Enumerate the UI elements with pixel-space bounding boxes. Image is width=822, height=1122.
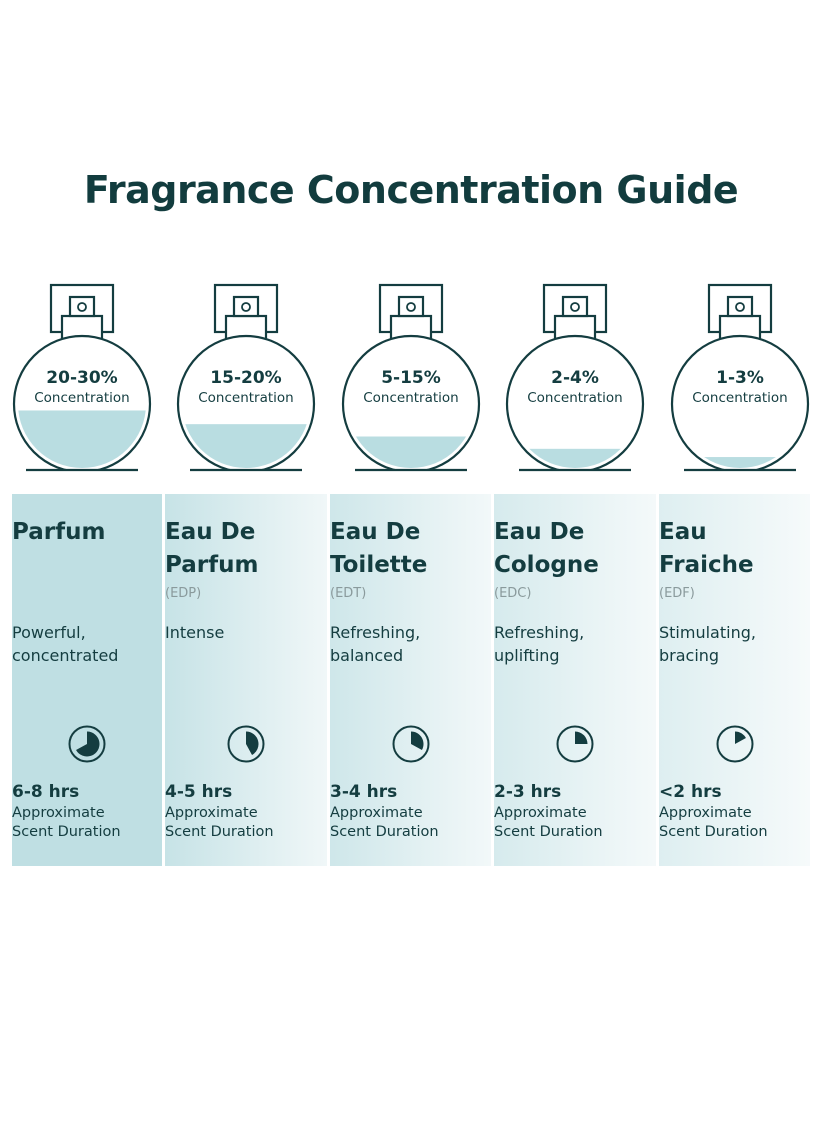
fragrance-name: Toilette [330, 552, 428, 578]
concentration-label: Concentration [363, 390, 459, 406]
fragrance-description: balanced [330, 646, 404, 665]
scent-duration: 6-8 hrs [12, 782, 80, 802]
concentration-label: Concentration [198, 390, 294, 406]
liquid-level [676, 457, 804, 468]
duration-wedge [575, 731, 588, 744]
clock-icon [556, 725, 594, 763]
concentration-label: Concentration [34, 390, 130, 406]
scent-duration: 2-3 hrs [494, 782, 562, 802]
concentration-label: Concentration [527, 390, 623, 406]
bottle-body [670, 334, 810, 470]
duration-label: Scent Duration [330, 824, 439, 840]
fragrance-type-panel [330, 494, 491, 866]
perfume-bottle [176, 283, 316, 472]
nozzle-icon [77, 302, 87, 312]
fragrance-type-panel [12, 494, 162, 866]
scent-duration: 3-4 hrs [330, 782, 398, 802]
fragrance-name: Eau De [494, 519, 585, 545]
liquid-level [182, 424, 310, 468]
concentration-label: Concentration [692, 390, 788, 406]
perfume-bottle [505, 283, 645, 472]
duration-label: Approximate [165, 805, 258, 821]
perfume-bottle [341, 283, 481, 472]
fragrance-type-panel [494, 494, 656, 866]
clock-icon [392, 725, 429, 763]
duration-label: Scent Duration [659, 824, 768, 840]
fragrance-abbreviation: (EDF) [659, 586, 695, 601]
page-title: Fragrance Concentration Guide [83, 168, 739, 212]
concentration-percent: 1-3% [716, 368, 764, 388]
fragrance-description: uplifting [494, 646, 560, 665]
bottle-nozzle [68, 295, 96, 318]
fragrance-name: Parfum [165, 552, 259, 578]
concentration-percent: 2-4% [551, 368, 599, 388]
duration-label: Scent Duration [12, 824, 121, 840]
duration-wedge [410, 731, 423, 751]
fragrance-name: Parfum [12, 519, 106, 545]
clock-icon [716, 725, 753, 763]
concentration-percent: 5-15% [381, 368, 441, 388]
concentration-percent: 20-30% [46, 368, 118, 388]
duration-label: Scent Duration [165, 824, 274, 840]
clock-icon [227, 725, 265, 763]
scent-duration: 4-5 hrs [165, 782, 233, 802]
fragrance-description: Intense [165, 623, 225, 642]
liquid-level [18, 410, 146, 468]
bottle-illustrations [12, 283, 810, 472]
concentration-percent: 15-20% [210, 368, 282, 388]
fragrance-abbreviation: (EDC) [494, 586, 532, 601]
bottle-nozzle [232, 295, 260, 318]
bottle-body [505, 334, 645, 470]
fragrance-name: Fraiche [659, 552, 754, 578]
duration-label: Approximate [494, 805, 587, 821]
fragrance-description: Stimulating, [659, 623, 756, 642]
fragrance-name: Cologne [494, 552, 599, 578]
fragrance-description: Refreshing, [494, 623, 585, 642]
nozzle-icon [406, 302, 416, 312]
nozzle-icon [241, 302, 251, 312]
fragrance-description: Refreshing, [330, 623, 421, 642]
duration-wedge [246, 731, 259, 755]
fragrance-abbreviation: (EDP) [165, 586, 202, 601]
duration-label: Approximate [659, 805, 752, 821]
fragrance-name: Eau De [330, 519, 421, 545]
bottle-nozzle [561, 295, 589, 318]
fragrance-type-panel [165, 494, 327, 866]
duration-label: Scent Duration [494, 824, 603, 840]
duration-wedge [76, 731, 100, 757]
fragrance-description: concentrated [12, 646, 119, 665]
fragrance-type-panel [659, 494, 810, 866]
bottle-nozzle [726, 295, 754, 318]
fragrance-description: Powerful, [12, 623, 86, 642]
duration-label: Approximate [12, 805, 105, 821]
nozzle-icon [735, 302, 745, 312]
fragrance-name: Eau De [165, 519, 256, 545]
scent-duration: <2 hrs [659, 782, 722, 802]
clock-icon [68, 725, 106, 763]
bottle-nozzle [397, 295, 425, 318]
fragrance-name: Eau [659, 519, 707, 545]
fragrance-description: bracing [659, 646, 720, 665]
perfume-bottle [670, 283, 810, 472]
nozzle-icon [570, 302, 580, 312]
fragrance-abbreviation: (EDT) [330, 586, 367, 601]
duration-label: Approximate [330, 805, 423, 821]
duration-wedge [734, 731, 746, 744]
